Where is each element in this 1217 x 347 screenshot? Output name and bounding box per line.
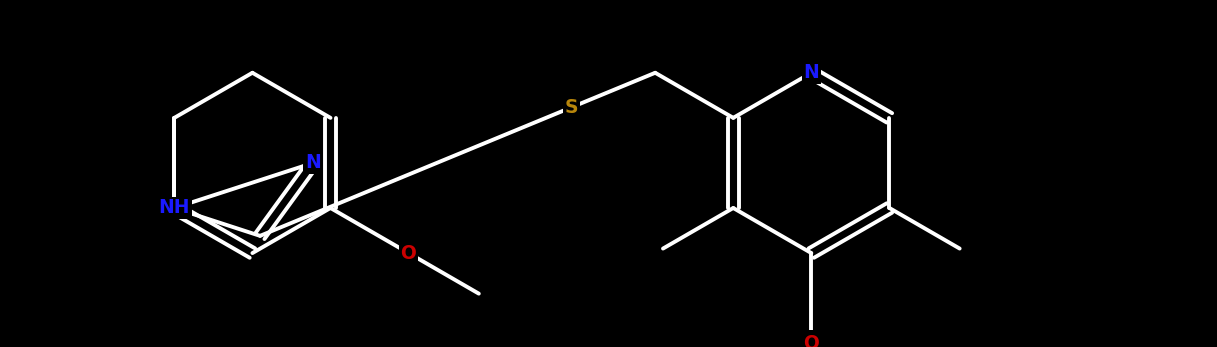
Text: S: S [565, 98, 578, 117]
Text: N: N [305, 153, 321, 172]
Text: NH: NH [158, 198, 190, 218]
Text: N: N [803, 63, 819, 82]
Text: O: O [803, 334, 819, 347]
Text: O: O [400, 244, 416, 263]
